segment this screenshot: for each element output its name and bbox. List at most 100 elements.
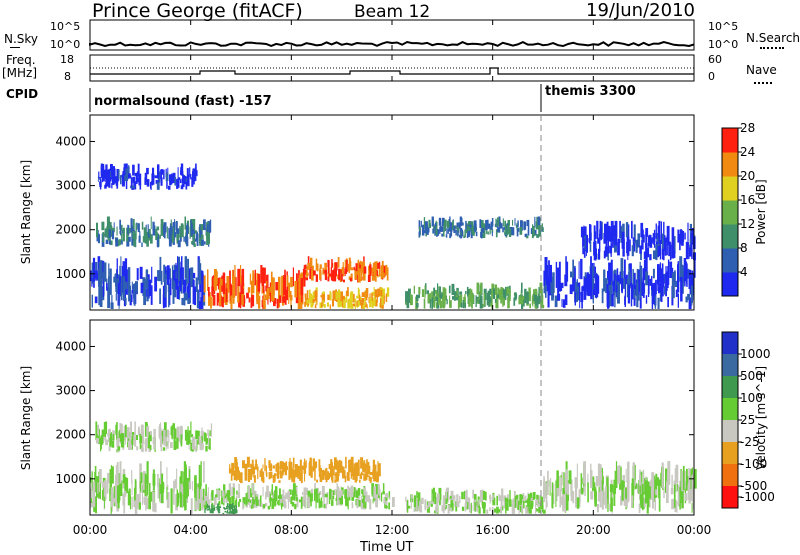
power-cell [507,224,510,235]
velocity-cell [194,475,197,498]
power-cell [448,226,451,232]
power-cell [603,233,606,244]
power-cell [371,272,374,281]
power-cell [651,237,653,244]
power-cell [126,233,129,238]
velocity-cell [226,503,229,508]
velocity-cell [564,486,567,500]
nsearch-tick-bottom: 10^0 [708,38,739,51]
velocity-cell [655,473,658,498]
power-cell [425,226,427,237]
velocity-cell [195,430,198,440]
power-cell [116,240,120,247]
power-cell [350,291,354,302]
velocity-cell [212,508,214,514]
velocity-cell [305,489,308,495]
power-cell [622,247,625,257]
velocity-cell [262,504,266,509]
power-cell [111,294,113,306]
power-cell [447,228,449,234]
velocity-cell [506,497,508,510]
power-cell [100,279,102,295]
velocity-cell [259,470,263,477]
velocity-cell [187,426,189,437]
power-cell [478,296,481,300]
power-cell [237,268,241,287]
power-cell [180,268,183,294]
velocity-cell [190,421,192,434]
power-cell [320,295,323,298]
power-cell [491,297,493,309]
power-cell [119,219,121,230]
power-cell [349,277,353,282]
velocity-cell [334,479,337,483]
velocity-cell [468,499,470,508]
velocity-cell [350,456,354,469]
velocity-cell [173,428,177,439]
velocity-cell [568,470,572,485]
power-cell [522,295,525,300]
power-cell [373,287,375,297]
power-cell [502,296,505,300]
velocity-cell [140,424,144,436]
power-cell [127,224,129,236]
velocity-cell [234,508,236,514]
velocity-cell [438,487,442,500]
velocity-cell [366,459,368,469]
power-cell [572,259,574,283]
power-cell [664,286,666,295]
power-cell [178,281,182,287]
velocity-cell [346,472,349,481]
velocity-cell [344,489,347,499]
velocity-cell [546,501,548,507]
power-cell [426,290,429,294]
power-cell [193,243,196,247]
velocity-cell [224,508,226,510]
power-cell [599,233,601,252]
velocity-cell [272,475,275,483]
colorbar-tick-label: 4 [740,265,748,279]
velocity-cell [198,483,200,499]
velocity-cell [223,484,226,495]
power-cell [438,292,441,303]
power-cell [494,284,497,295]
velocity-cell [484,491,487,501]
velocity-cell [279,466,281,475]
power-cell [330,292,332,301]
power-cell [350,267,354,271]
power-cell [547,283,550,308]
velocity-cell [648,486,651,499]
power-cell [213,294,216,306]
velocity-cell [524,499,528,503]
velocity-cell [141,431,144,444]
velocity-cell [431,489,434,502]
velocity-cell [154,503,157,513]
velocity-cell [369,479,371,483]
velocity-cell [634,483,638,489]
nsky-label: N.Sky [4,32,39,46]
power-cell [685,241,689,260]
power-cell [439,221,442,227]
power-cell [688,297,692,310]
velocity-cell [447,504,450,514]
power-cell [156,241,159,246]
velocity-cell [235,498,238,506]
power-data [90,163,696,310]
velocity-cell [314,467,316,481]
power-cell [458,222,461,229]
power-cell [200,270,203,282]
power-cell [558,261,561,284]
velocity-cell [357,459,360,471]
velocity-cell [228,483,232,496]
velocity-cell [134,479,137,501]
power-cell [110,176,114,180]
velocity-cell [561,471,563,486]
velocity-cell [530,501,534,507]
power-cell [328,273,332,277]
velocity-cell [360,495,362,509]
velocity-cell [416,491,418,499]
velocity-cell [463,490,466,500]
power-cell [362,304,365,309]
power-cell [147,224,149,236]
